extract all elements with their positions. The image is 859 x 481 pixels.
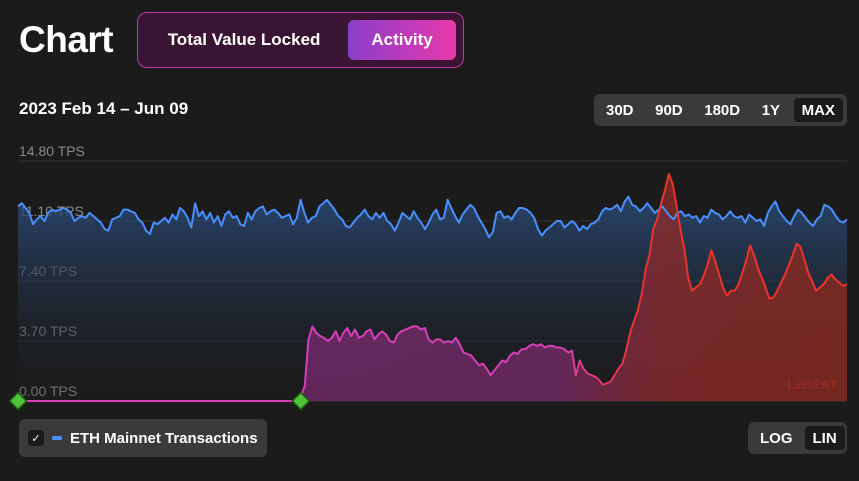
- range-max-button[interactable]: MAX: [793, 98, 843, 122]
- time-range-selector: 30D 90D 180D 1Y MAX: [594, 94, 847, 126]
- l2-area: [18, 174, 847, 401]
- l2-series-line: [18, 173, 848, 402]
- page-title: Chart: [19, 19, 114, 60]
- range-180d-button[interactable]: 180D: [704, 101, 741, 119]
- range-30d-button[interactable]: 30D: [606, 101, 634, 119]
- activity-chart[interactable]: 14.80 TPS11.10 TPS7.40 TPS3.70 TPS0.00 T…: [0, 140, 859, 410]
- range-1y-button[interactable]: 1Y: [761, 101, 781, 119]
- milestone-marker-icon[interactable]: [291, 391, 311, 410]
- legend-eth-mainnet[interactable]: ✓ ETH Mainnet Transactions: [19, 419, 267, 457]
- l2beat-watermark: L2BEAT: [787, 377, 837, 392]
- date-range-label: 2023 Feb 14 – Jun 09: [19, 99, 189, 118]
- tab-total-value-locked[interactable]: Total Value Locked: [167, 30, 321, 49]
- legend-label: ETH Mainnet Transactions: [70, 429, 258, 447]
- milestone-marker-icon[interactable]: [8, 391, 28, 410]
- scale-lin-button[interactable]: LIN: [804, 426, 845, 450]
- legend-swatch-icon: [52, 436, 62, 440]
- range-90d-button[interactable]: 90D: [655, 101, 683, 119]
- legend-checkbox[interactable]: ✓: [28, 430, 44, 446]
- scale-selector: LOG LIN: [748, 422, 847, 454]
- y-tick-label: 14.80 TPS: [19, 143, 85, 159]
- eth-series-line: [17, 195, 848, 239]
- tab-activity[interactable]: Activity: [348, 20, 456, 60]
- chart-mode-switch: Total Value Locked Activity: [137, 12, 464, 68]
- scale-log-button[interactable]: LOG: [760, 429, 793, 447]
